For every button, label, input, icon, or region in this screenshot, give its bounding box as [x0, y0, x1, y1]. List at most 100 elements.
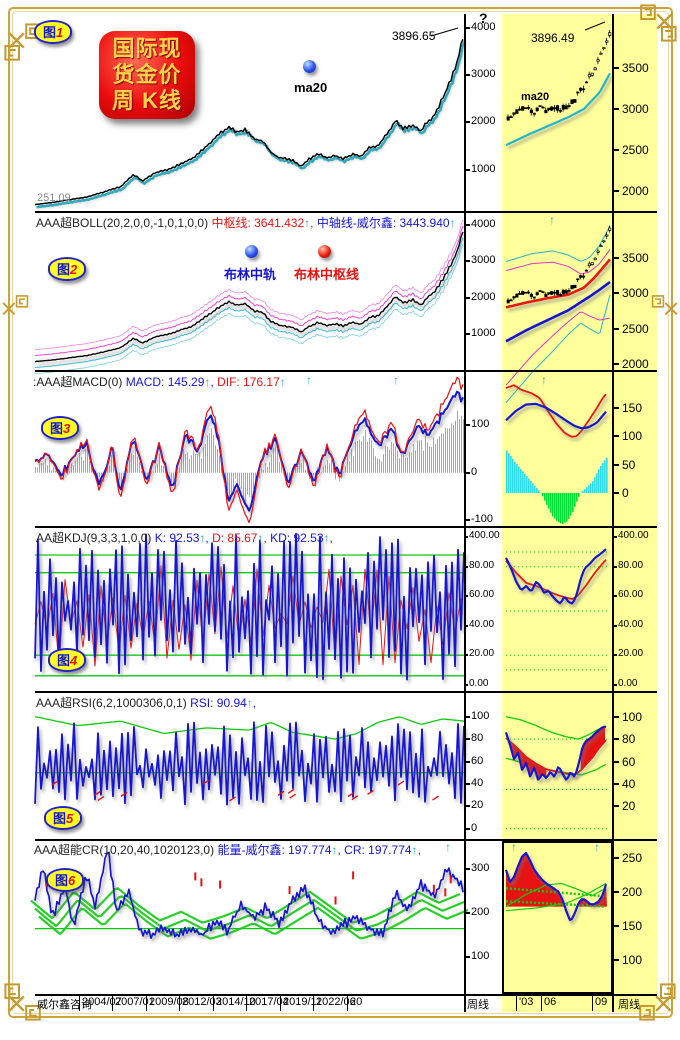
- panel1-zoom-chart[interactable]: [503, 14, 613, 212]
- x-axis-date: 2004/07: [79, 996, 122, 1011]
- panel6-header: AAA超能CR(10,20,40,1020123,0) 能量-威尔鑫: 197.…: [34, 841, 421, 858]
- badge-num: 1: [56, 25, 64, 40]
- p5-zoom-axis-tick: [614, 805, 619, 808]
- p5-axis-label: 20: [471, 799, 484, 812]
- p5-axis-label: 80: [471, 732, 484, 745]
- header-segment: AA超KDJ(9,3,3,1,0,0): [36, 531, 155, 545]
- panel-separator: [35, 691, 657, 693]
- p4-axis-tick: [465, 654, 468, 657]
- p5-axis-label: 0: [471, 821, 478, 834]
- badge-num: 6: [68, 873, 76, 888]
- p3-zoom-axis-tick: [614, 435, 619, 438]
- p5-zoom-axis-tick: [614, 782, 619, 785]
- p3-axis-label: 100: [471, 418, 490, 431]
- x-axis-date: 2014/10: [213, 996, 256, 1011]
- zoom-x-axis-date: 06: [541, 996, 556, 1011]
- header-segment: D: 85.67: [212, 531, 258, 545]
- figure-badge-2: 图2: [48, 257, 87, 281]
- zoom-peak-label: 3896.49: [531, 31, 575, 45]
- p6-zoom-axis-tick: [614, 856, 619, 859]
- panel4-zoom-chart[interactable]: [503, 527, 613, 692]
- panel5-zoom-chart[interactable]: [503, 692, 613, 840]
- p2-axis-tick: [465, 260, 470, 263]
- badge-zh: 图: [53, 811, 67, 826]
- p5-zoom-axis-label: 20: [622, 799, 636, 814]
- x-axis-date: 2012/03: [179, 996, 222, 1011]
- p3-zoom-axis-label: 0: [622, 485, 629, 500]
- p5-zoom-axis-tick: [614, 760, 619, 763]
- p4-zoom-axis-tick: [614, 536, 617, 539]
- figure-badge-3: 图3: [41, 416, 80, 440]
- p2-axis-label: 1000: [471, 327, 496, 340]
- header-segment: ↑: [411, 843, 418, 857]
- panel5-rsi-chart[interactable]: [34, 692, 465, 840]
- panel6-cr-chart[interactable]: [30, 840, 469, 995]
- p1-axis-label: 3000: [471, 68, 496, 81]
- zoom-ma20-label: ma20: [521, 91, 550, 103]
- right-axis-line: [612, 14, 614, 1012]
- badge-zh: 图: [57, 653, 71, 668]
- header-segment: ,: [263, 531, 271, 545]
- p1-axis-label: 4000: [471, 21, 496, 34]
- panel5-header: AAA超RSI(6,2,1000306,0,1) RSI: 90.94↑,: [36, 694, 256, 711]
- panel-separator: [35, 839, 657, 841]
- corner-knot-icon: [640, 4, 677, 42]
- panel2-header: AAA超BOLL(20,2,0,0,-1,0,1,0,0) 中枢线: 3641.…: [36, 214, 456, 231]
- buy-signal-arrow-icon: ↑: [594, 840, 600, 854]
- corner-knot-icon: [639, 983, 676, 1021]
- p1-zoom-axis-label: 2000: [622, 184, 649, 199]
- header-segment: K: 92.53: [154, 531, 200, 545]
- p4-zoom-axis-label: 60.00: [618, 589, 644, 601]
- panel1-price-chart[interactable]: [34, 14, 466, 212]
- p6-zoom-axis-tick: [614, 924, 619, 927]
- p4-axis-tick: [465, 565, 468, 568]
- p6-zoom-axis-label: 200: [622, 884, 643, 899]
- p1-zoom-axis-label: 2500: [622, 143, 649, 158]
- corner-knot-icon: [4, 983, 41, 1021]
- panel2-boll-chart[interactable]: [34, 212, 464, 375]
- x-axis-date: 2007/01: [112, 996, 155, 1011]
- p1-axis-tick: [465, 121, 470, 124]
- p5-zoom-axis-tick: [614, 738, 619, 741]
- header-segment: ↑: [199, 531, 206, 545]
- gold-frame-outer: [8, 7, 673, 1018]
- p5-zoom-axis-label: 40: [622, 776, 636, 791]
- p6-axis-label: 100: [471, 950, 490, 963]
- p4-axis-label: 80.00: [469, 559, 495, 571]
- p4-zoom-axis-tick: [614, 624, 617, 627]
- p6-axis-tick: [465, 912, 470, 915]
- p3-zoom-axis-tick: [614, 463, 619, 466]
- panel2-zoom-chart[interactable]: [503, 212, 613, 404]
- x-axis-date: 2022/06: [313, 996, 356, 1011]
- badge-num: 5: [66, 811, 74, 826]
- p1-zoom-axis-tick: [614, 190, 619, 193]
- p4-axis-label: 0.00: [469, 677, 489, 689]
- p4-zoom-axis-tick: [614, 683, 617, 686]
- header-segment: ↑: [323, 531, 330, 545]
- p2-zoom-axis-tick: [614, 362, 619, 365]
- p4-axis-tick: [465, 595, 468, 598]
- p5-zoom-axis-label: 80: [622, 732, 636, 747]
- p5-axis-label: 60: [471, 754, 484, 767]
- buy-signal-arrow-icon: ↑: [445, 840, 451, 854]
- x-axis-date: 2019/11: [280, 996, 322, 1011]
- p1-zoom-axis-tick: [614, 107, 619, 110]
- panel3-zoom-chart[interactable]: [503, 371, 613, 527]
- badge-zh: 图: [57, 262, 71, 277]
- p3-axis-tick: [465, 471, 470, 474]
- figure-badge-1: 图1: [34, 20, 73, 44]
- header-segment: ,: [310, 216, 317, 230]
- panel3-macd-chart[interactable]: [34, 371, 464, 527]
- header-segment: MACD: 145.29: [125, 375, 205, 389]
- p3-axis-label: -100: [471, 512, 494, 525]
- buy-signal-arrow-icon: ↑: [541, 373, 547, 387]
- header-segment: RSI: 90.94: [190, 696, 247, 710]
- panel4-kdj-chart[interactable]: [34, 527, 465, 692]
- p2-zoom-axis-tick: [614, 256, 619, 259]
- edge-knot-icon: [651, 295, 678, 316]
- panel6-zoom-chart[interactable]: [503, 840, 613, 995]
- buy-signal-arrow-icon: ↑: [511, 840, 517, 854]
- header-segment: ↑: [279, 375, 286, 389]
- p4-zoom-axis-tick: [614, 565, 617, 568]
